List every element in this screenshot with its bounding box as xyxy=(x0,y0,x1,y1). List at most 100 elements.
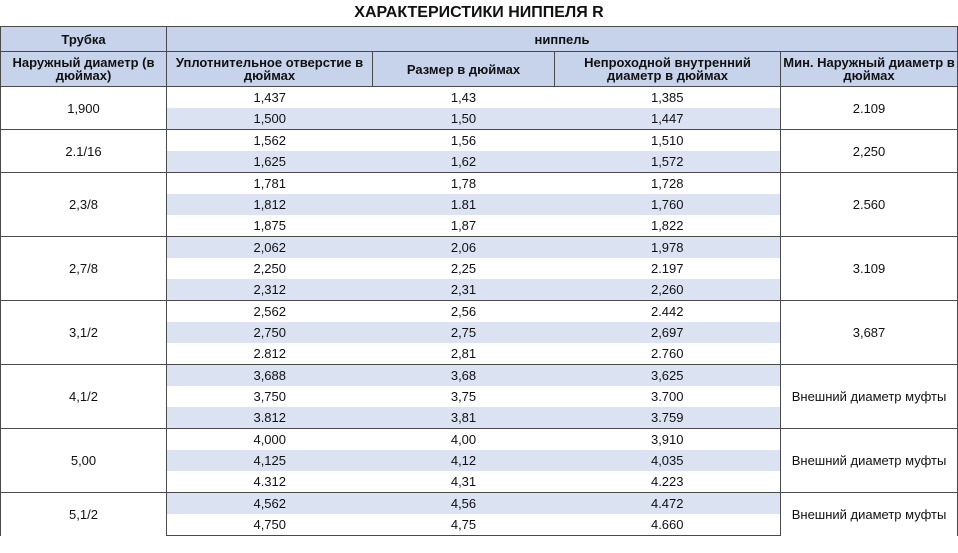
cell-size: 2,25 xyxy=(450,261,477,276)
cell-size: 2,75 xyxy=(372,322,555,343)
cell-pipe-od: 5,1/2 xyxy=(0,492,167,536)
table-row: 3,1/2 2,562 2,56 2.442 3,687 xyxy=(0,300,958,365)
cell-drift: 2.760 xyxy=(650,346,684,361)
table-row: 2,750 2,75 2,697 xyxy=(1,322,958,343)
header-group-nipple: ниппель xyxy=(165,26,958,52)
cell-drift: 1,447 xyxy=(554,108,781,130)
cell-min-od: 3,687 xyxy=(779,300,958,365)
cell-min-od: Внешний диаметр муфты xyxy=(779,364,958,429)
cell-drift: 2,697 xyxy=(554,322,781,343)
cell-drift: 3.700 xyxy=(650,389,684,404)
cell-min-od: 2,250 xyxy=(779,129,958,173)
cell-size: 4,75 xyxy=(372,514,555,536)
table-row: 4,750 4,75 4.660 xyxy=(1,514,958,536)
header-min-od: Мин. Наружный диаметр в дюймах xyxy=(779,51,958,87)
cell-seal-bore: 4,562 xyxy=(166,492,373,514)
cell-drift: 1,385 xyxy=(554,86,781,108)
cell-drift: 1,728 xyxy=(554,172,781,194)
cell-size: 1,87 xyxy=(450,218,477,233)
cell-min-od: 2.560 xyxy=(779,172,958,237)
table-row: 2,7/8 2,062 2,06 1,978 3.109 xyxy=(0,236,958,301)
cell-pipe-od: 2.1/16 xyxy=(0,129,167,173)
cell-drift: 1,978 xyxy=(554,236,781,258)
cell-seal-bore: 1,781 xyxy=(166,172,373,194)
cell-drift: 1,760 xyxy=(554,194,781,215)
table-row: 3.812 3,81 3.759 xyxy=(1,407,958,429)
header-group-pipe: Трубка xyxy=(0,26,167,52)
cell-size: 2,56 xyxy=(372,300,555,322)
cell-seal-bore: 1,875 xyxy=(253,218,287,233)
cell-drift: 2.442 xyxy=(554,300,781,322)
cell-pipe-od: 2,7/8 xyxy=(0,236,167,301)
header-size: Размер в дюймах xyxy=(372,51,555,87)
cell-drift: 2.197 xyxy=(650,261,684,276)
cell-seal-bore: 2,250 xyxy=(253,261,287,276)
cell-drift: 4,035 xyxy=(554,450,781,471)
cell-seal-bore: 3.812 xyxy=(166,407,373,429)
cell-drift: 3,910 xyxy=(554,428,781,450)
table-row: 1,900 1,437 1,43 1,385 2.109 xyxy=(0,86,958,130)
cell-seal-bore: 3,688 xyxy=(166,364,373,386)
cell-seal-bore: 4,000 xyxy=(166,428,373,450)
cell-drift: 2,260 xyxy=(554,279,781,301)
cell-size: 1,78 xyxy=(372,172,555,194)
cell-pipe-od: 1,900 xyxy=(0,86,167,130)
cell-size: 1.81 xyxy=(372,194,555,215)
cell-seal-bore: 4,125 xyxy=(166,450,373,471)
cell-seal-bore: 3,750 xyxy=(253,389,287,404)
cell-min-od: Внешний диаметр муфты xyxy=(779,428,958,493)
cell-drift: 1,572 xyxy=(554,151,781,173)
cell-seal-bore: 1,625 xyxy=(166,151,373,173)
cell-drift: 3.759 xyxy=(554,407,781,429)
cell-drift: 3,625 xyxy=(554,364,781,386)
cell-seal-bore: 4,750 xyxy=(166,514,373,536)
header-seal-bore: Уплотнительное отверстие в дюймах xyxy=(166,51,373,87)
cell-size: 3,75 xyxy=(450,389,477,404)
cell-seal-bore: 2,312 xyxy=(166,279,373,301)
cell-size: 4,00 xyxy=(372,428,555,450)
table-row: 2,3/8 1,781 1,78 1,728 2.560 xyxy=(0,172,958,237)
page-title: ХАРАКТЕРИСТИКИ НИППЕЛЯ R xyxy=(354,4,604,21)
cell-drift: 4.660 xyxy=(554,514,781,536)
cell-size: 2,06 xyxy=(372,236,555,258)
table-row: 2,250 2,25 2.197 xyxy=(1,258,958,279)
table-row: 4.312 4,31 4.223 xyxy=(1,471,958,493)
cell-seal-bore: 2.812 xyxy=(253,346,287,361)
cell-size: 1,50 xyxy=(372,108,555,130)
nipple-spec-table: Трубка ниппель Наружный диаметр (в дюйма… xyxy=(0,26,958,536)
cell-pipe-od: 3,1/2 xyxy=(0,300,167,365)
cell-size: 3,68 xyxy=(372,364,555,386)
cell-seal-bore: 2,750 xyxy=(166,322,373,343)
table-row: 5,1/2 4,562 4,56 4.472 Внешний диаметр муфты xyxy=(0,492,958,536)
table-row: 2.812 2,81 2.760 xyxy=(1,343,958,365)
cell-size: 2,31 xyxy=(372,279,555,301)
cell-pipe-od: 5,00 xyxy=(0,428,167,493)
cell-drift: 4.472 xyxy=(554,492,781,514)
cell-size: 4,12 xyxy=(372,450,555,471)
table-row: 4,125 4,12 4,035 xyxy=(1,450,958,471)
table-row: 1,812 1.81 1,760 xyxy=(1,194,958,215)
cell-size: 3,81 xyxy=(372,407,555,429)
table-body: 1,900 1,437 1,43 1,385 2.109 1,500 1,50 1,447 2.… xyxy=(0,86,958,536)
cell-size: 4,56 xyxy=(372,492,555,514)
cell-size: 2,81 xyxy=(450,346,477,361)
cell-seal-bore: 2,062 xyxy=(166,236,373,258)
cell-pipe-od: 2,3/8 xyxy=(0,172,167,237)
header-drift: Непроходной внутренний диаметр в дюймах xyxy=(554,51,781,87)
cell-seal-bore: 1,500 xyxy=(166,108,373,130)
cell-size: 1,56 xyxy=(372,129,555,151)
table-row: 3,750 3,75 3.700 xyxy=(1,386,958,407)
cell-seal-bore: 2,562 xyxy=(166,300,373,322)
table-row: 4,1/2 3,688 3,68 3,625 Внешний диаметр муфты xyxy=(0,364,958,429)
cell-seal-bore: 1,812 xyxy=(166,194,373,215)
cell-drift: 4.223 xyxy=(650,474,684,489)
table-row: 1,875 1,87 1,822 xyxy=(1,215,958,237)
cell-pipe-od: 4,1/2 xyxy=(0,364,167,429)
cell-seal-bore: 4.312 xyxy=(253,474,287,489)
table-row: 5,00 4,000 4,00 3,910 Внешний диаметр муфты xyxy=(0,428,958,493)
cell-seal-bore: 1,562 xyxy=(166,129,373,151)
cell-size: 4,31 xyxy=(450,474,477,489)
cell-seal-bore: 1,437 xyxy=(166,86,373,108)
cell-drift: 1,510 xyxy=(554,129,781,151)
